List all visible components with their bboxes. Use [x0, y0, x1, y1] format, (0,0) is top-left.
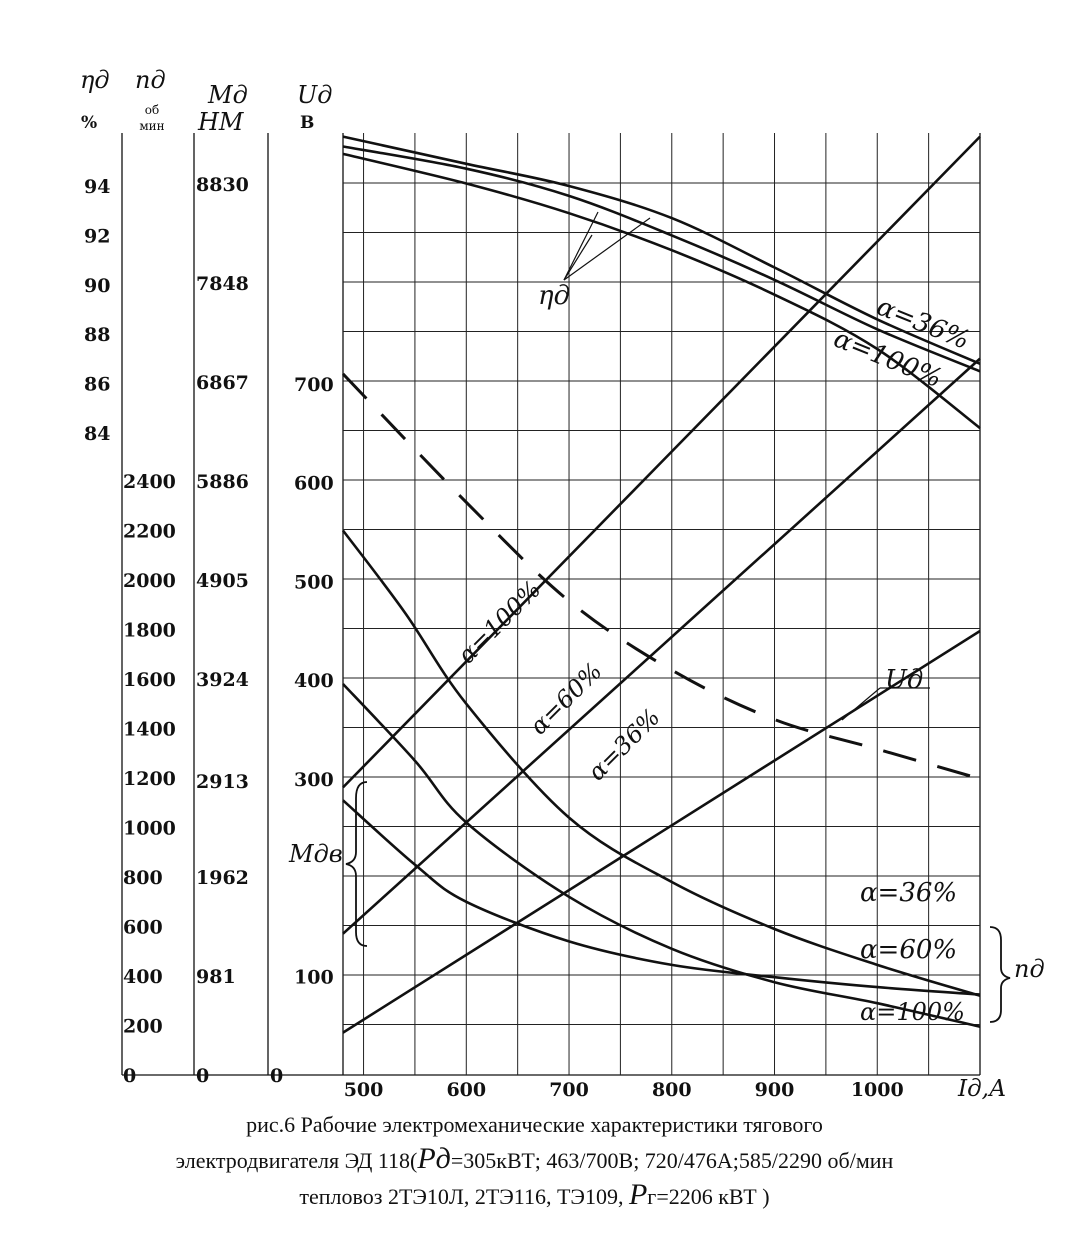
axis-headers: ηд % nд об мин Mд HM Uд B — [80, 66, 332, 136]
curve-nд-4 — [342, 683, 981, 1028]
torque-tick-label: 981 — [196, 966, 236, 988]
speed-tick-label: 1800 — [123, 620, 176, 642]
curve-Mдв-7 — [342, 357, 981, 935]
efficiency-tick-label: 86 — [84, 374, 110, 396]
torque-tick-label: 1962 — [196, 867, 249, 889]
annotation-label-6: Uд — [885, 665, 923, 695]
torque-group-brace — [345, 781, 368, 947]
speed-tick-label: 1200 — [123, 768, 176, 790]
leader-line — [841, 687, 881, 721]
torque-tick-label: 8830 — [196, 174, 249, 196]
leader-line — [563, 211, 599, 281]
caption-generator-symbol: P — [628, 1178, 648, 1211]
torque-tick-label: 0 — [196, 1065, 209, 1087]
x-tick-label: 900 — [755, 1079, 795, 1100]
efficiency-tick-label: 94 — [84, 176, 110, 198]
voltage-tick-label: 0 — [270, 1065, 283, 1087]
curve-д-2 — [342, 152, 981, 430]
torque-axis-symbol: Mд — [207, 81, 248, 109]
curve-д-1 — [342, 145, 981, 373]
efficiency-axis-symbol: ηд — [80, 66, 110, 94]
x-tick-label: 600 — [446, 1079, 486, 1100]
characteristics-chart: 9492908886842400220020001800160014001200… — [80, 66, 1045, 1100]
caption-line-2-start: электродвигателя ЭД 118( — [175, 1148, 418, 1173]
voltage-axis-unit: B — [300, 113, 314, 133]
caption-line-3-end: =2206 кВТ ) — [656, 1184, 770, 1209]
efficiency-tick-label: 84 — [84, 423, 110, 445]
curve-Uд-9 — [341, 372, 981, 781]
curve-annotations: ηд α=36%α=100%α=100%α=60%α=36%UдMдвα=36%α… — [288, 211, 1045, 1026]
voltage-tick-label: 700 — [294, 374, 334, 396]
speed-axis-symbol: nд — [135, 66, 166, 94]
voltage-tick-label: 100 — [294, 966, 334, 988]
annotation-label-0: ηд — [538, 281, 570, 311]
annotation-label-10: α=100% — [860, 998, 965, 1026]
caption-line-2: электродвигателя ЭД 118(Pд=305кВТ; 463/7… — [0, 1142, 1069, 1178]
x-tick-label: 800 — [652, 1079, 692, 1100]
speed-tick-label: 2200 — [123, 521, 176, 543]
annotation-label-5: α=36% — [582, 703, 665, 786]
annotation-label-9: α=60% — [860, 935, 957, 965]
x-tick-label: 500 — [344, 1079, 384, 1100]
curve-д-0 — [342, 135, 981, 365]
efficiency-tick-label: 92 — [84, 225, 110, 247]
grid-lines — [343, 133, 980, 1075]
caption-line-2-end: =305кВТ; 463/700В; 720/476А;585/2290 об/… — [450, 1148, 894, 1173]
x-axis-label: Iд,А — [957, 1076, 1006, 1100]
speed-tick-label: 200 — [123, 1016, 163, 1038]
figure-caption: рис.6 Рабочие электромеханические характ… — [0, 1108, 1069, 1214]
speed-tick-label: 0 — [123, 1065, 136, 1087]
efficiency-axis-unit: % — [81, 113, 97, 133]
speed-axis-unit-bottom: мин — [139, 119, 164, 133]
caption-line-3-start: тепловоз 2ТЭ10Л, 2ТЭ116, ТЭ109, — [299, 1184, 624, 1209]
annotation-label-7: Mдв — [288, 840, 343, 868]
annotation-label-8: α=36% — [860, 878, 957, 908]
speed-tick-label: 1600 — [123, 669, 176, 691]
curves — [341, 135, 981, 1034]
curve-Mдв-6 — [342, 135, 981, 789]
torque-axis-unit: HM — [197, 108, 245, 136]
voltage-tick-label: 300 — [294, 769, 334, 791]
curve-nд-3 — [342, 799, 981, 996]
speed-tick-label: 600 — [123, 917, 163, 939]
voltage-axis-symbol: Uд — [297, 81, 332, 109]
x-tick-label: 700 — [549, 1079, 589, 1100]
caption-generator-subscript: г — [647, 1184, 657, 1209]
chart-frame — [121, 133, 981, 1076]
torque-tick-label: 2913 — [196, 771, 249, 793]
annotation-label-11: nд — [1014, 955, 1045, 983]
speed-tick-label: 2000 — [123, 570, 176, 592]
voltage-tick-label: 500 — [294, 571, 334, 593]
torque-tick-label: 5886 — [196, 471, 249, 493]
speed-tick-label: 400 — [123, 966, 163, 988]
voltage-tick-label: 400 — [294, 670, 334, 692]
speed-tick-label: 1400 — [123, 719, 176, 741]
caption-line-3: тепловоз 2ТЭ10Л, 2ТЭ116, ТЭ109, Pг=2206 … — [0, 1178, 1069, 1214]
efficiency-tick-label: 90 — [84, 275, 110, 297]
torque-tick-label: 7848 — [196, 273, 249, 295]
speed-tick-label: 2400 — [123, 471, 176, 493]
leader-line — [563, 234, 593, 281]
axis-tick-labels: 9492908886842400220020001800160014001200… — [84, 174, 1006, 1100]
caption-power-symbol: Pд — [417, 1142, 451, 1175]
leader-line — [563, 217, 651, 281]
torque-tick-label: 4905 — [196, 570, 249, 592]
speed-tick-label: 1000 — [123, 818, 176, 840]
caption-line-1: рис.6 Рабочие электромеханические характ… — [246, 1112, 823, 1137]
curve-nд-5 — [341, 529, 981, 998]
speed-group-brace — [989, 926, 1011, 1023]
efficiency-tick-label: 88 — [84, 324, 110, 346]
torque-tick-label: 6867 — [196, 372, 249, 394]
speed-axis-unit-top: об — [145, 103, 159, 117]
speed-tick-label: 800 — [123, 867, 163, 889]
x-tick-label: 1000 — [851, 1079, 904, 1100]
voltage-tick-label: 600 — [294, 473, 334, 495]
torque-tick-label: 3924 — [196, 669, 249, 691]
curve-Mдв-8 — [342, 629, 981, 1034]
